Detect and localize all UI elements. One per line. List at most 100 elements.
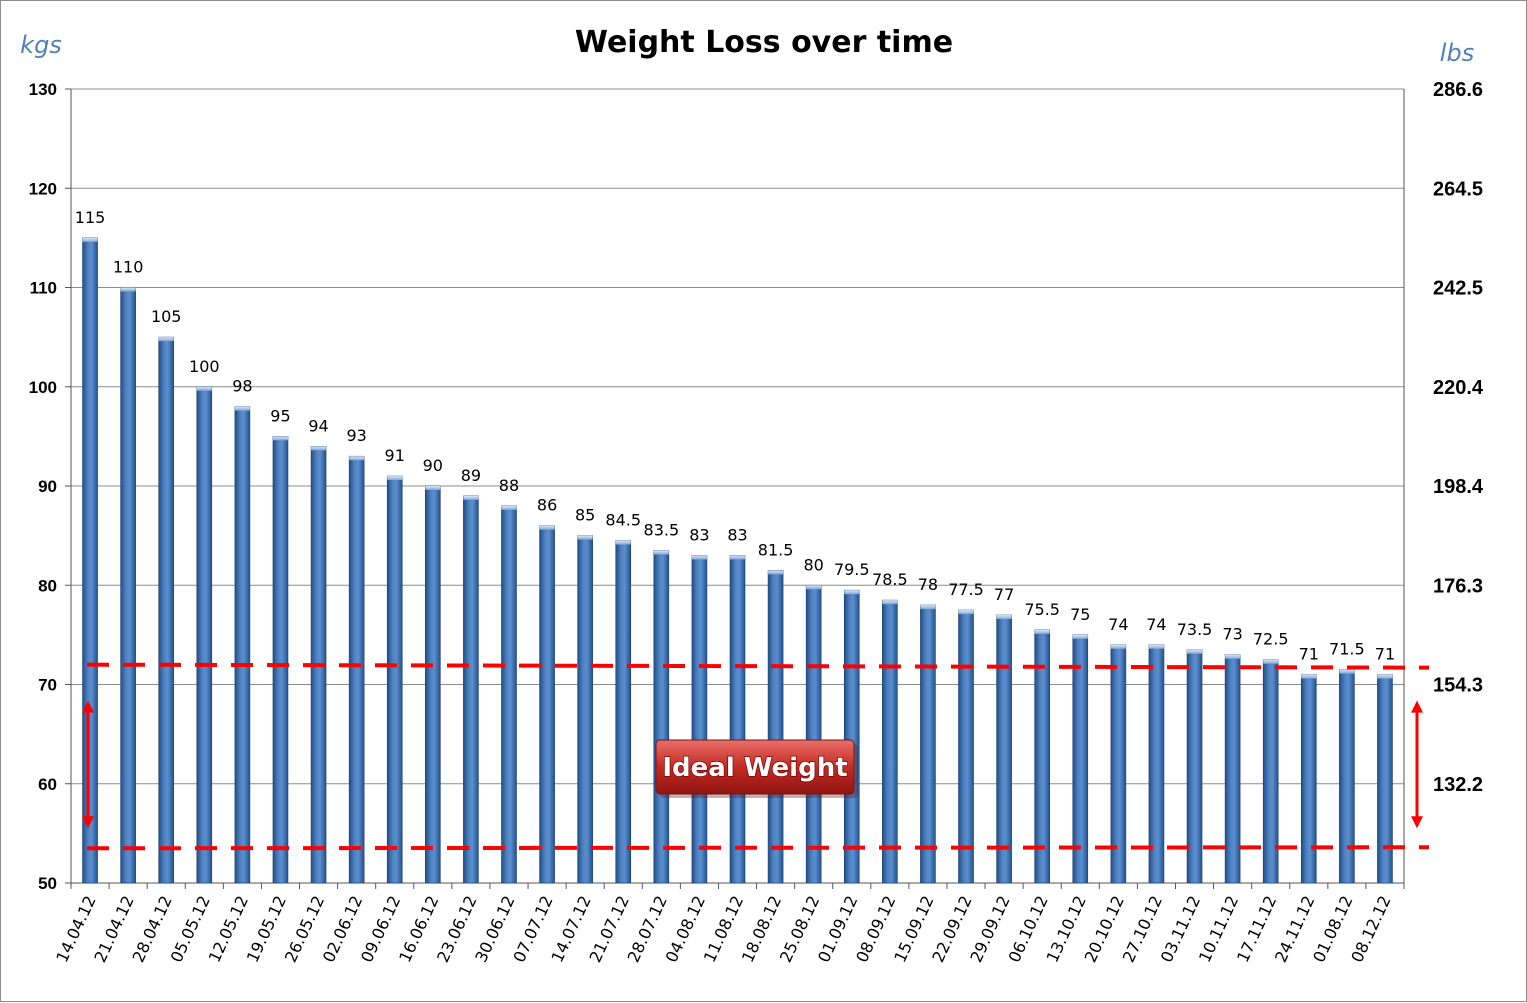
bar-cap xyxy=(730,555,745,560)
bar-cap xyxy=(806,585,822,590)
y-tick-label-right: 286.6 xyxy=(1433,79,1483,101)
bar xyxy=(196,386,213,884)
bar-body xyxy=(539,525,555,884)
bar-body xyxy=(1377,674,1393,884)
bar-cap xyxy=(425,486,441,490)
bar xyxy=(1300,674,1317,884)
right-y-ticks: 132.2 154.3 176.3 198.4 220.4 242.5 264.5 286.6 xyxy=(1433,79,1484,796)
bar xyxy=(348,455,365,884)
data-label: 83 xyxy=(727,525,747,544)
bar-body xyxy=(767,570,784,884)
data-label: 86 xyxy=(537,496,557,515)
arrow-head-down xyxy=(82,816,94,829)
y-tick-label-right: 154.3 xyxy=(1433,675,1483,697)
bar xyxy=(729,555,746,884)
bar xyxy=(1186,649,1203,884)
bar xyxy=(691,555,708,884)
data-label: 91 xyxy=(385,446,405,465)
y-tick-label-left: 120 xyxy=(29,179,57,198)
data-label: 77.5 xyxy=(948,580,984,599)
bar xyxy=(234,406,251,884)
bar xyxy=(653,550,670,884)
bar-cap xyxy=(844,590,860,595)
bar-cap xyxy=(463,495,479,500)
bar-cap xyxy=(653,550,669,555)
bar xyxy=(1110,644,1127,884)
data-label: 74 xyxy=(1108,615,1128,634)
left-axis-unit: kgs xyxy=(20,31,62,59)
bar-cap xyxy=(158,337,174,342)
bar xyxy=(501,505,517,884)
ideal-lower-line xyxy=(86,845,1430,851)
bar xyxy=(805,584,822,884)
bar-cap xyxy=(539,525,555,530)
data-label: 79.5 xyxy=(834,560,870,579)
bar-cap xyxy=(996,615,1012,620)
data-label: 84.5 xyxy=(605,511,641,530)
data-label: 95 xyxy=(270,406,290,425)
bar-body xyxy=(463,495,479,884)
y-tick-label-left: 70 xyxy=(38,676,57,695)
left-y-ticks: 50 60 70 80 90 100 110 120 130 xyxy=(29,80,57,893)
y-tick-label-left: 100 xyxy=(29,378,57,397)
bar-body xyxy=(348,455,365,884)
data-label: 105 xyxy=(151,307,182,326)
bar-cap xyxy=(1187,649,1203,654)
bar xyxy=(996,614,1012,884)
bar-body xyxy=(958,609,974,884)
bar-body xyxy=(843,589,860,884)
y-tick-label-left: 60 xyxy=(38,775,57,794)
data-label: 85 xyxy=(575,506,595,525)
bar-cap xyxy=(958,610,974,615)
bar-body xyxy=(577,535,593,884)
ideal-weight-badge: Ideal Weight xyxy=(655,739,858,798)
bar-cap xyxy=(501,505,517,510)
bar-cap xyxy=(920,605,936,610)
bar-cap xyxy=(615,540,631,545)
bar-cap xyxy=(1339,669,1355,674)
bar-body xyxy=(234,406,251,884)
bar xyxy=(1224,654,1241,884)
bar-body xyxy=(1300,674,1317,884)
bar-body xyxy=(691,555,708,884)
data-label: 75.5 xyxy=(1024,600,1060,619)
y-tick-label-left: 50 xyxy=(38,874,57,893)
data-labels: 115 110 105 100 98 95 94 93 91 90 89 88 86 85 84.583.5… xyxy=(75,208,1395,664)
bar-cap xyxy=(577,535,593,540)
bar xyxy=(1262,659,1279,884)
data-label: 89 xyxy=(461,466,481,485)
bar-body xyxy=(729,555,746,884)
bar-body xyxy=(82,237,98,884)
y-tick-label-right: 220.4 xyxy=(1433,377,1484,399)
bar-cap xyxy=(1225,654,1241,659)
data-label: 78 xyxy=(918,575,938,594)
ideal-range-arrow-right xyxy=(1411,700,1423,829)
data-label: 115 xyxy=(75,208,106,227)
y-tick-label-left: 90 xyxy=(38,477,57,496)
bar xyxy=(272,436,289,884)
bar-body xyxy=(1186,649,1203,884)
y-tick-label-left: 110 xyxy=(30,279,57,298)
bar-cap xyxy=(234,406,250,411)
bar-body xyxy=(1262,659,1279,884)
bar-cap xyxy=(1148,644,1164,649)
data-label: 100 xyxy=(189,357,220,376)
bar-body xyxy=(120,287,136,884)
arrow-head-down xyxy=(1411,816,1423,829)
data-label: 74 xyxy=(1146,615,1166,634)
bar xyxy=(615,540,632,884)
bar-body xyxy=(920,604,936,884)
bar-body xyxy=(615,540,632,884)
chart-title: Weight Loss over time xyxy=(575,25,953,60)
arrow-head-up xyxy=(1411,700,1423,713)
bar-body xyxy=(501,505,517,884)
bar-cap xyxy=(349,456,365,461)
bar xyxy=(1034,629,1050,884)
bars xyxy=(82,237,1393,884)
bar xyxy=(1377,674,1393,884)
bar-cap xyxy=(120,287,136,292)
bar xyxy=(920,604,936,884)
data-label: 71 xyxy=(1375,645,1395,664)
